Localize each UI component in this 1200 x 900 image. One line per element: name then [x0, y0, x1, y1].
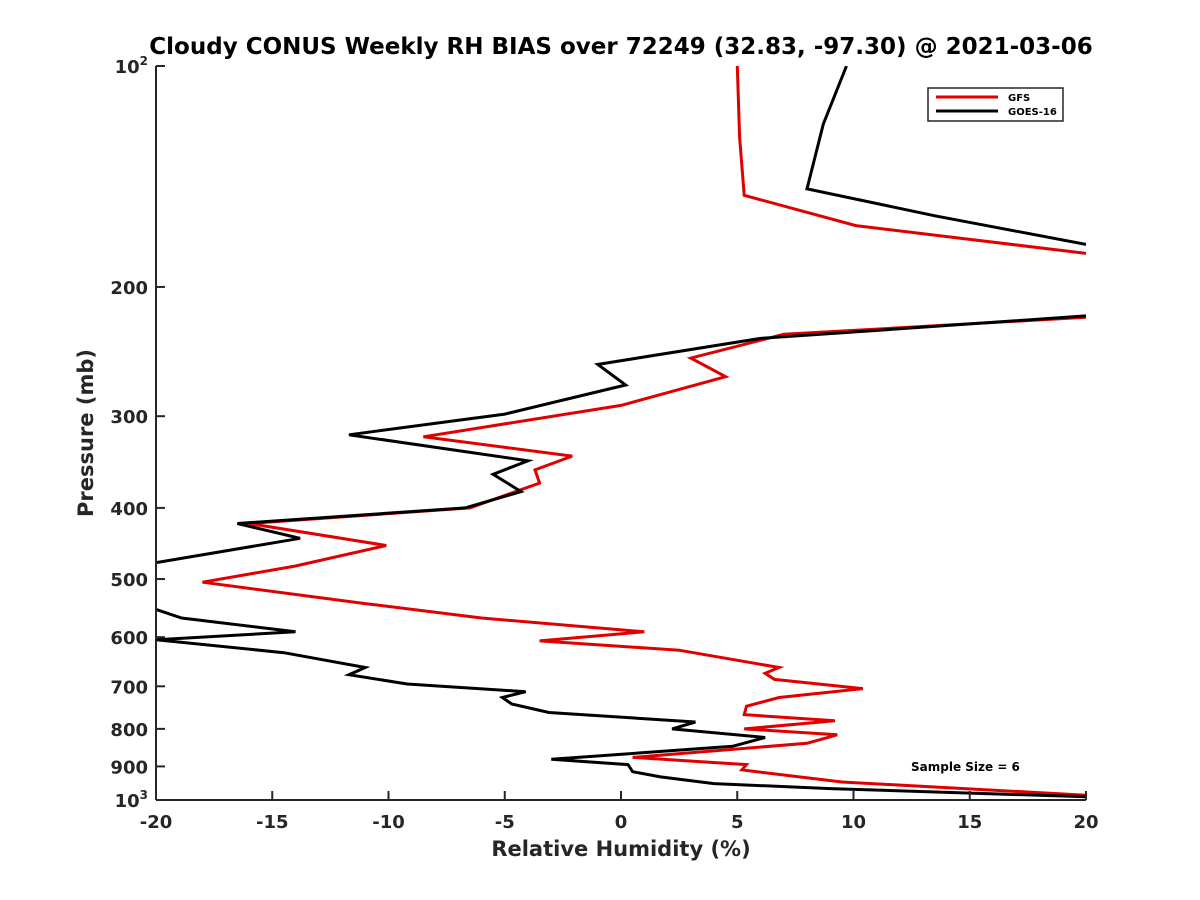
- y-tick-label: 600: [110, 628, 148, 649]
- y-tick-label: 103: [115, 788, 148, 812]
- legend-entry-label: GOES-16: [1008, 107, 1057, 118]
- series-line-goes-16-segment-2: [156, 314, 1086, 565]
- y-tick-label: 700: [110, 677, 148, 698]
- y-tick-label: 400: [110, 499, 148, 520]
- y-axis-label: Pressure (mb): [74, 349, 98, 517]
- x-axis-label: Relative Humidity (%): [491, 837, 750, 861]
- x-tick-label: -10: [372, 812, 405, 833]
- series-line-goes-16-segment-1: [805, 66, 1086, 246]
- series-layer: [156, 66, 1086, 799]
- legend: GFS GOES-16: [927, 87, 1064, 122]
- y-tick-label: 500: [110, 570, 148, 591]
- plot-area: [156, 66, 1086, 800]
- x-tick-label: -20: [140, 812, 173, 833]
- x-tick-label: 5: [731, 812, 744, 833]
- x-tick-label: -15: [256, 812, 289, 833]
- series-line-gfs-segment-2: [202, 315, 1086, 797]
- y-tick-label: 200: [110, 278, 148, 299]
- legend-box: [927, 87, 1064, 122]
- axes: -20 -15 -10 -5 0 5 10 15 20 102 200 300 400 500 600 700…: [110, 54, 1098, 833]
- series-line-gfs-segment-1: [735, 66, 1086, 255]
- legend-entry-label: GFS: [1008, 93, 1030, 104]
- y-tick-label: 102: [115, 54, 148, 78]
- y-tick-label: 800: [110, 720, 148, 741]
- x-tick-label: 20: [1073, 812, 1098, 833]
- series-line-goes-16-segment-3: [156, 607, 1086, 799]
- x-tick-label: 15: [957, 812, 982, 833]
- x-tick-label: 0: [615, 812, 628, 833]
- sample-size-annotation: Sample Size = 6: [911, 760, 1020, 774]
- plot-background: [156, 66, 1086, 800]
- y-tick-label: 900: [110, 757, 148, 778]
- chart-title: Cloudy CONUS Weekly RH BIAS over 72249 (…: [149, 34, 1092, 60]
- x-tick-label: 10: [841, 812, 866, 833]
- y-tick-label: 300: [110, 407, 148, 428]
- x-tick-label: -5: [495, 812, 515, 833]
